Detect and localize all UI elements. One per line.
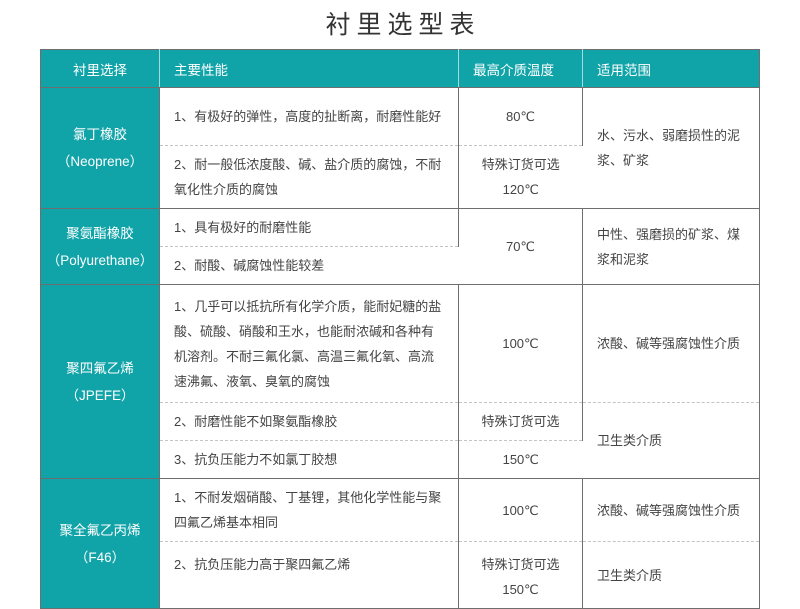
performance-item: 2、耐磨性能不如聚氨酯橡胶 [159, 402, 459, 441]
max-temp-note: 特殊订货可选 [481, 157, 560, 172]
max-temp-note: 特殊订货可选 [458, 402, 583, 441]
row-label-polyurethane: 聚氨酯橡胶 （Polyurethane） [40, 208, 160, 285]
table-row: 聚氨酯橡胶 （Polyurethane） 1、具有极好的耐磨性能 70℃ 中性、… [40, 208, 760, 285]
material-name-cn: 氯丁橡胶 [73, 127, 127, 142]
material-name-cn: 聚四氟乙烯 [66, 360, 134, 376]
page-title: 衬里选型表 [325, 11, 481, 39]
max-temp-value: 80℃ [458, 87, 583, 146]
material-name-en: （Polyurethane） [46, 252, 154, 268]
performance-item: 1、几乎可以抵抗所有化学介质，能耐妃糖的盐酸、硫酸、硝酸和王水，也能耐浓碱和各种… [159, 284, 459, 403]
max-temp-number: 150℃ [502, 582, 539, 597]
table-row: 氯丁橡胶 （Neoprene） 1、有极好的弹性，高度的扯断离，耐磨性能好 80… [40, 87, 760, 209]
max-temp-number: 150℃ [458, 440, 583, 479]
max-temp-number: 120℃ [502, 182, 539, 197]
table-row: 2、抗负压能力高于聚四氟乙烯 特殊订货可选 150℃ 卫生类介质 [41, 541, 760, 609]
table-header: 衬里选择 主要性能 最高介质温度 适用范围 [40, 49, 760, 88]
row-label-neoprene: 氯丁橡胶 （Neoprene） [40, 87, 160, 209]
column-header-max-temp: 最高介质温度 [458, 49, 583, 88]
max-temp-value: 特殊订货可选 120℃ [458, 145, 583, 209]
lining-selection-table-wrap: 衬里选择 主要性能 最高介质温度 适用范围 氯丁橡胶 （Neoprene） 1、… [40, 49, 760, 609]
table-body: 氯丁橡胶 （Neoprene） 1、有极好的弹性，高度的扯断离，耐磨性能好 80… [40, 87, 760, 609]
material-name-cn: 聚氨酯橡胶 [66, 225, 134, 241]
performance-item: 3、抗负压能力不如氯丁胶想 [159, 440, 459, 479]
material-name-cn: 聚全氟乙丙烯 [59, 522, 141, 538]
scope-value: 水、污水、弱磨损性的泥浆、矿浆 [582, 87, 760, 209]
scope-value: 浓酸、碱等强腐蚀性介质 [582, 284, 760, 403]
max-temp-note: 特殊订货可选 [481, 557, 560, 572]
lining-selection-table: 衬里选择 主要性能 最高介质温度 适用范围 氯丁橡胶 （Neoprene） 1、… [40, 49, 760, 609]
row-label-f46: 聚全氟乙丙烯 （F46） [40, 478, 160, 609]
max-temp-value: 70℃ [458, 208, 583, 285]
table-row: 聚全氟乙丙烯 （F46） 1、不耐发烟硝酸、丁基锂，其他化学性能与聚四氟乙烯基本… [40, 478, 760, 609]
performance-item: 2、耐酸、碱腐蚀性能较差 [159, 246, 459, 285]
column-header-selection: 衬里选择 [40, 49, 160, 88]
table-row: 3、抗负压能力不如氯丁胶想 150℃ [41, 440, 760, 479]
material-name-en: （Neoprene） [56, 154, 144, 169]
material-name-en: （JPEFE） [65, 387, 135, 403]
table-row: 2、耐酸、碱腐蚀性能较差 [41, 246, 760, 285]
table-row: 2、耐磨性能不如聚氨酯橡胶 特殊订货可选 卫生类介质 [41, 402, 760, 479]
scope-value: 卫生类介质 [582, 402, 760, 479]
material-name-en: （F46） [74, 549, 126, 565]
table-header-row: 衬里选择 主要性能 最高介质温度 适用范围 [40, 49, 760, 88]
scope-value: 中性、强磨损的矿浆、煤浆和泥浆 [582, 208, 760, 285]
column-header-performance: 主要性能 [159, 49, 459, 88]
scope-value: 卫生类介质 [597, 567, 663, 583]
performance-item: 1、具有极好的耐磨性能 [159, 208, 459, 247]
scope-value: 浓酸、碱等强腐蚀性介质 [582, 478, 760, 542]
table-row: 2、耐一般低浓度酸、碱、盐介质的腐蚀，不耐氧化性介质的腐蚀 特殊订货可选 120… [41, 145, 760, 209]
row-label-jpefe: 聚四氟乙烯 （JPEFE） [40, 284, 160, 479]
table-row: 聚四氟乙烯 （JPEFE） 1、几乎可以抵抗所有化学介质，能耐妃糖的盐酸、硫酸、… [40, 284, 760, 479]
max-temp-value: 100℃ [458, 284, 583, 403]
max-temp-value: 特殊订货可选 150℃ [458, 541, 583, 609]
max-temp-value: 100℃ [458, 478, 583, 542]
column-header-scope: 适用范围 [582, 49, 760, 88]
performance-item: 2、耐一般低浓度酸、碱、盐介质的腐蚀，不耐氧化性介质的腐蚀 [159, 145, 459, 209]
performance-item: 2、抗负压能力高于聚四氟乙烯 [159, 541, 459, 609]
performance-item: 1、不耐发烟硝酸、丁基锂，其他化学性能与聚四氟乙烯基本相同 [159, 478, 459, 542]
performance-item: 1、有极好的弹性，高度的扯断离，耐磨性能好 [159, 87, 459, 146]
